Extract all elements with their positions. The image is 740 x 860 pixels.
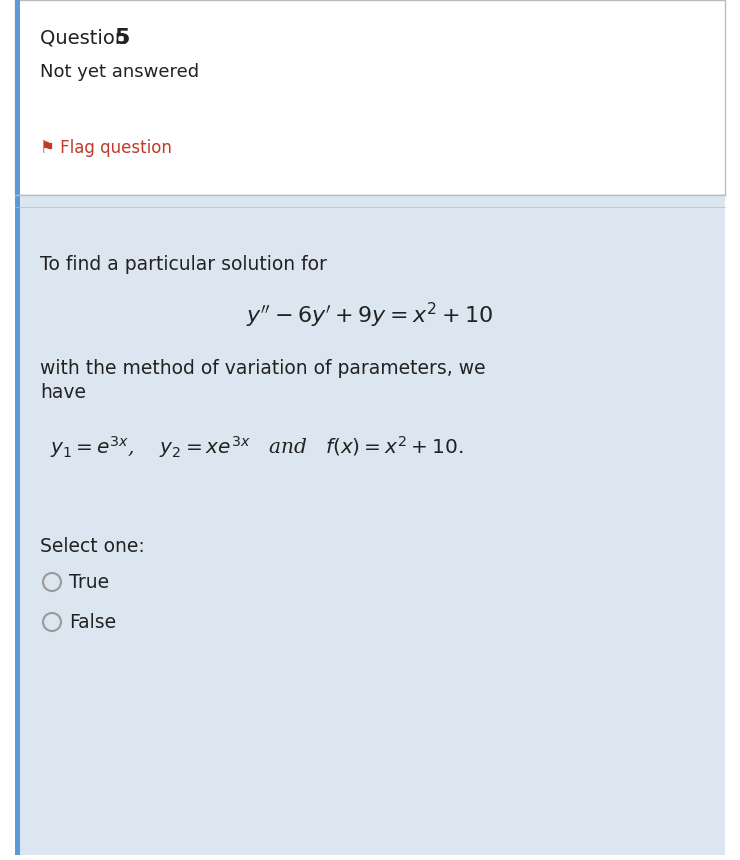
Text: with the method of variation of parameters, we: with the method of variation of paramete…: [40, 359, 485, 378]
Text: Not yet answered: Not yet answered: [40, 63, 199, 81]
Text: True: True: [69, 573, 109, 592]
Text: False: False: [69, 612, 116, 631]
Bar: [15, 195, 725, 855]
Text: Select one:: Select one:: [40, 538, 145, 556]
Text: Question: Question: [40, 28, 133, 47]
Bar: [15, 0, 20, 195]
Text: have: have: [40, 384, 86, 402]
Text: ⚑ Flag question: ⚑ Flag question: [40, 139, 172, 157]
Text: $y_1 = e^{3x}$,    $y_2 = xe^{3x}$   and   $f(x) = x^2 + 10.$: $y_1 = e^{3x}$, $y_2 = xe^{3x}$ and $f(x…: [50, 434, 463, 460]
Text: $y'' - 6y' + 9y = x^2 + 10$: $y'' - 6y' + 9y = x^2 + 10$: [246, 300, 494, 329]
Bar: [15, 195, 20, 855]
Text: 5: 5: [114, 28, 130, 48]
Text: To find a particular solution for: To find a particular solution for: [40, 255, 327, 274]
Bar: [15, 0, 725, 195]
